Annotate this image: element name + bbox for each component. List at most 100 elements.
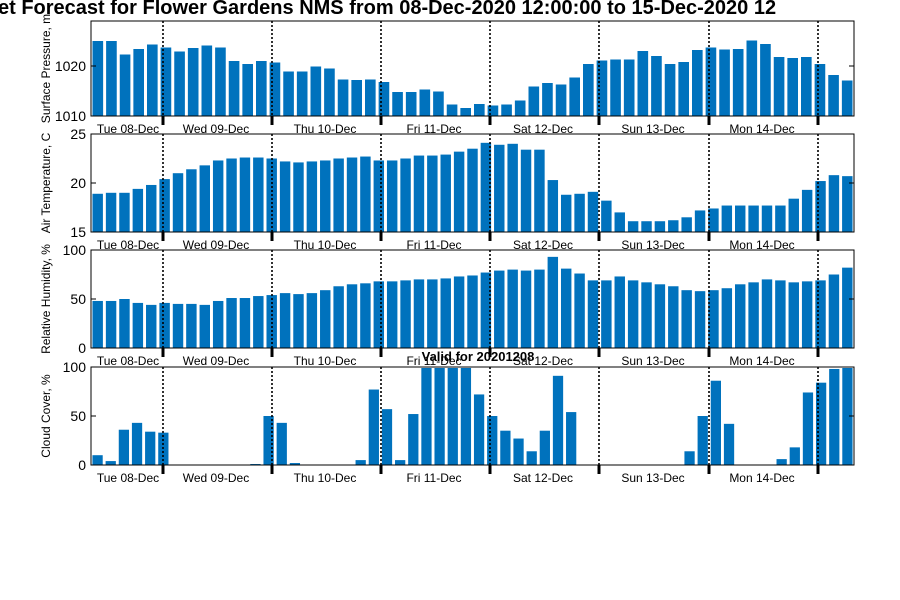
panel-1: 1010 1020 Tue 08-Dec Wed 09-Dec Thu 10-Dec Fr…	[39, 14, 855, 136]
bar	[427, 279, 438, 348]
y-tick-label: 25	[70, 126, 86, 142]
bar	[413, 155, 425, 232]
bar	[664, 64, 676, 116]
valid-label: Valid for 20201208	[422, 349, 535, 364]
bar	[651, 56, 662, 116]
y-tick-label: 100	[63, 242, 87, 258]
bar	[802, 392, 814, 465]
bar	[253, 296, 264, 348]
bar	[514, 100, 526, 116]
bar	[487, 416, 498, 465]
day-label: Wed 09-Dec	[183, 471, 249, 485]
bar	[723, 423, 735, 465]
bar	[735, 205, 746, 232]
bar	[574, 273, 585, 348]
y-tick-label: 0	[78, 340, 86, 356]
bar	[761, 205, 773, 232]
bar	[761, 279, 773, 348]
bar	[788, 282, 799, 348]
bar	[748, 282, 759, 348]
bar	[446, 104, 458, 116]
bar	[92, 193, 103, 232]
bar	[801, 57, 812, 116]
bar	[256, 61, 267, 116]
bar	[105, 300, 117, 348]
bar	[242, 64, 253, 116]
bar	[596, 60, 608, 116]
bar	[293, 162, 304, 232]
bar	[601, 200, 612, 232]
bar	[552, 375, 564, 465]
bar	[146, 304, 157, 348]
bar	[828, 175, 840, 232]
bar	[528, 86, 540, 116]
bar	[440, 278, 451, 348]
bar	[293, 294, 304, 348]
bar	[694, 210, 706, 232]
day-label: Thu 10-Dec	[294, 471, 357, 485]
axes-frame	[90, 366, 855, 466]
bar	[279, 293, 291, 348]
bar	[333, 286, 344, 348]
bar	[842, 176, 853, 232]
bar	[212, 300, 224, 348]
bar	[408, 414, 419, 465]
bar	[692, 50, 703, 116]
day-label: Wed 09-Dec	[183, 354, 249, 368]
bar	[487, 105, 499, 116]
figure-title: et Forecast for Flower Gardens NMS from …	[0, 0, 776, 19]
bar	[842, 367, 853, 465]
y-tick-label: 1020	[55, 58, 86, 74]
bar	[684, 451, 695, 465]
bar	[453, 151, 465, 232]
bar	[146, 184, 157, 232]
bar	[627, 221, 639, 232]
bar	[92, 455, 103, 465]
bar	[199, 304, 210, 348]
bar	[119, 54, 131, 116]
day-label: Mon 14-Dec	[729, 122, 794, 136]
bar	[118, 429, 130, 465]
bar	[760, 44, 771, 116]
bar	[801, 281, 813, 348]
day-label: Sat 12-Dec	[513, 238, 573, 252]
bar	[719, 49, 730, 116]
bar	[668, 286, 679, 348]
day-label: Fri 11-Dec	[406, 471, 461, 485]
bar	[413, 279, 425, 348]
bar	[365, 79, 376, 116]
bar	[276, 422, 287, 465]
bar	[829, 368, 840, 465]
bar	[773, 57, 785, 116]
bar	[133, 49, 144, 116]
bar	[199, 165, 210, 232]
y-tick-label: 15	[70, 224, 86, 240]
bar	[474, 104, 485, 116]
bar	[132, 188, 144, 232]
day-label: Thu 10-Dec	[294, 122, 357, 136]
bar	[226, 298, 237, 348]
bar	[427, 155, 438, 232]
bar	[574, 193, 585, 232]
day-label: Fri 11-Dec	[406, 238, 461, 252]
bar	[306, 293, 318, 348]
bar	[346, 284, 358, 348]
bar	[373, 281, 385, 348]
bar	[400, 280, 411, 348]
bar	[473, 394, 485, 465]
bar	[346, 157, 358, 232]
bar	[172, 173, 184, 232]
bar	[215, 47, 226, 116]
bar	[187, 48, 199, 116]
bar	[569, 77, 580, 116]
bar	[789, 447, 800, 465]
bar	[400, 158, 411, 232]
bar	[440, 154, 451, 232]
day-label: Mon 14-Dec	[729, 471, 794, 485]
bar	[641, 221, 652, 232]
bar	[433, 91, 444, 116]
bar	[614, 276, 625, 348]
bar	[310, 66, 322, 116]
bar	[186, 303, 197, 348]
bar	[480, 142, 492, 232]
